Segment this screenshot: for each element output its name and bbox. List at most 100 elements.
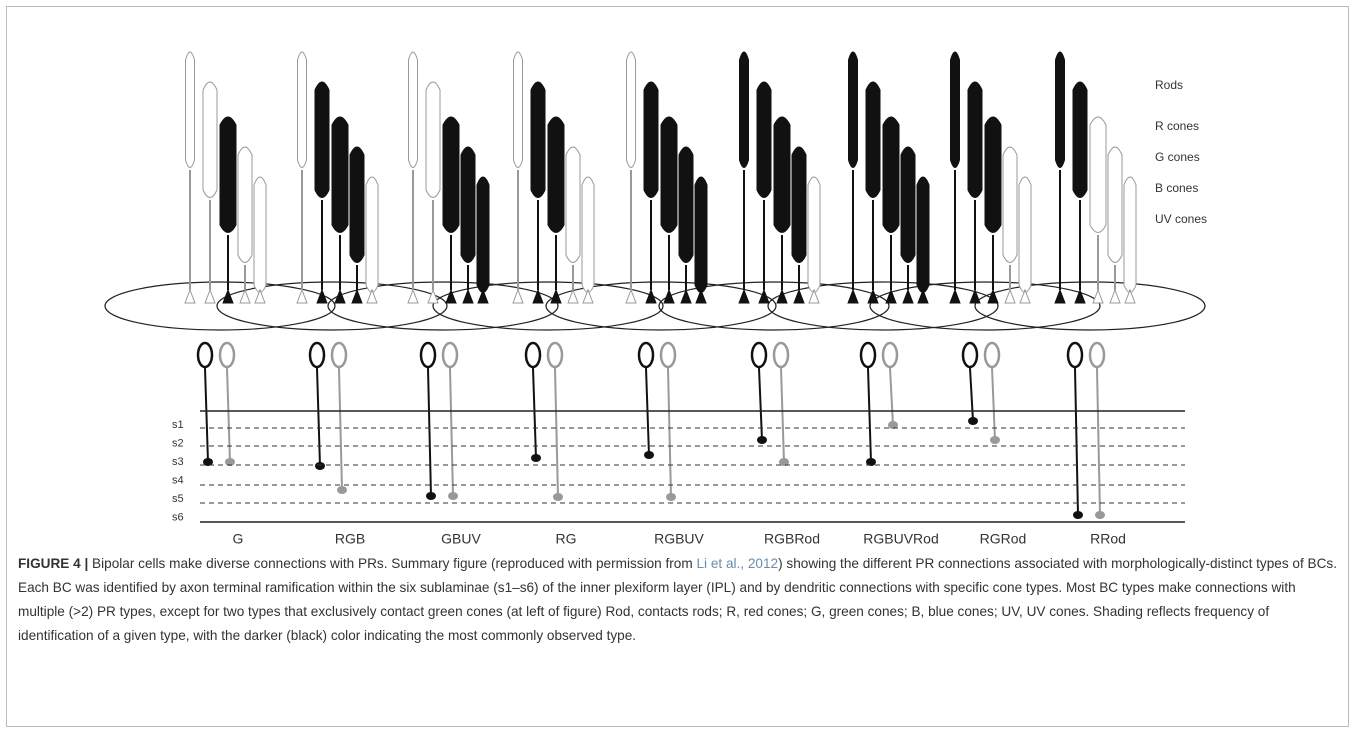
photoreceptor-terminal (366, 288, 378, 304)
bipolar-axon (969, 367, 974, 422)
dendritic-field (216, 281, 448, 331)
bipolar-axon (427, 367, 432, 497)
photoreceptor (365, 176, 379, 293)
photoreceptor-terminal (316, 288, 328, 304)
type-label: RGBUVRod (863, 531, 938, 545)
bipolar-terminal (666, 493, 676, 501)
dendritic-field (545, 281, 777, 331)
photoreceptor-terminal (1054, 288, 1066, 304)
photoreceptor-terminal (645, 288, 657, 304)
bipolar-soma (659, 341, 677, 369)
photoreceptor (219, 116, 237, 233)
photoreceptor (565, 146, 581, 263)
photoreceptor (1072, 81, 1088, 198)
photoreceptor-terminal (680, 288, 692, 304)
photoreceptor-terminal (663, 288, 675, 304)
photoreceptor (882, 116, 900, 233)
photoreceptor (547, 116, 565, 233)
photoreceptor-terminal (808, 288, 820, 304)
bipolar-axon (867, 367, 872, 463)
photoreceptor (916, 176, 930, 293)
dendritic-field (432, 281, 664, 331)
photoreceptor (530, 81, 546, 198)
photoreceptor-terminal (1019, 288, 1031, 304)
photoreceptor-terminal (222, 288, 234, 304)
bipolar-soma (961, 341, 979, 369)
bipolar-axon (449, 367, 454, 497)
photoreceptor-terminal (407, 288, 419, 304)
photoreceptor (807, 176, 821, 293)
photoreceptor (237, 146, 253, 263)
type-label: GBUV (441, 531, 481, 545)
sublamina-label: s4 (172, 474, 184, 486)
type-label: RG (556, 531, 577, 545)
dendritic-field (327, 281, 559, 331)
photoreceptor (425, 81, 441, 198)
bipolar-soma (546, 341, 564, 369)
bipolar-soma (881, 341, 899, 369)
photoreceptor (185, 51, 195, 168)
legend-label: R cones (1155, 119, 1199, 133)
photoreceptor-terminal (885, 288, 897, 304)
bipolar-axon (338, 367, 343, 491)
citation[interactable]: Li et al., 2012 (696, 556, 779, 571)
bipolar-soma (196, 341, 214, 369)
photoreceptor-terminal (462, 288, 474, 304)
photoreceptor-terminal (776, 288, 788, 304)
photoreceptor (900, 146, 916, 263)
photoreceptor-terminal (902, 288, 914, 304)
bipolar-soma (330, 341, 348, 369)
photoreceptor (739, 51, 749, 168)
photoreceptor-terminal (1124, 288, 1136, 304)
diagram: s1 s2 s3 s4 s5 s6 G RGB GBUV RG RGBUV RGBRod RGBUVRo… (104, 51, 1207, 545)
type-label: RGRod (980, 531, 1027, 545)
bipolar-terminal (337, 486, 347, 494)
bipolar-axon (532, 367, 537, 459)
bipolar-terminal (315, 462, 325, 470)
photoreceptor-terminal (512, 288, 524, 304)
bipolar-soma (750, 341, 768, 369)
photoreceptor (773, 116, 791, 233)
photoreceptor-terminal (987, 288, 999, 304)
dendritic-field (658, 281, 890, 331)
photoreceptor-terminal (567, 288, 579, 304)
bipolar-terminal (644, 451, 654, 459)
bipolar-terminal (553, 493, 563, 501)
photoreceptor (950, 51, 960, 168)
sublamina-label: s6 (172, 511, 184, 523)
figure-frame (6, 6, 1349, 727)
photoreceptor-terminal (582, 288, 594, 304)
bipolar-terminal (426, 492, 436, 500)
photoreceptor-terminal (1109, 288, 1121, 304)
photoreceptor (408, 51, 418, 168)
legend-label: B cones (1155, 181, 1198, 195)
photoreceptor (314, 81, 330, 198)
bipolar-terminal (203, 458, 213, 466)
photoreceptor-terminal (334, 288, 346, 304)
photoreceptor (678, 146, 694, 263)
photoreceptor (202, 81, 218, 198)
bipolar-axon (554, 367, 559, 498)
bipolar-soma (772, 341, 790, 369)
bipolar-soma (441, 341, 459, 369)
photoreceptor (442, 116, 460, 233)
bipolar-axon (889, 367, 894, 426)
sublamina-label: s2 (172, 437, 184, 449)
photoreceptor (865, 81, 881, 198)
bipolar-terminal (779, 458, 789, 466)
sublamina-label: s5 (172, 493, 184, 505)
photoreceptor-terminal (625, 288, 637, 304)
photoreceptor-terminal (1092, 288, 1104, 304)
photoreceptor-terminal (695, 288, 707, 304)
bipolar-terminal (1073, 511, 1083, 519)
caption-text: ) showing the different PR connections a… (18, 556, 1337, 643)
photoreceptor-terminal (758, 288, 770, 304)
photoreceptor-terminal (239, 288, 251, 304)
photoreceptor-terminal (969, 288, 981, 304)
dendritic-field (974, 281, 1206, 331)
bipolar-axon (758, 367, 763, 441)
caption: FIGURE 4 | Bipolar cells make diverse co… (18, 552, 1338, 648)
photoreceptor-terminal (847, 288, 859, 304)
photoreceptor (1002, 146, 1018, 263)
legend-label: UV cones (1155, 212, 1207, 226)
